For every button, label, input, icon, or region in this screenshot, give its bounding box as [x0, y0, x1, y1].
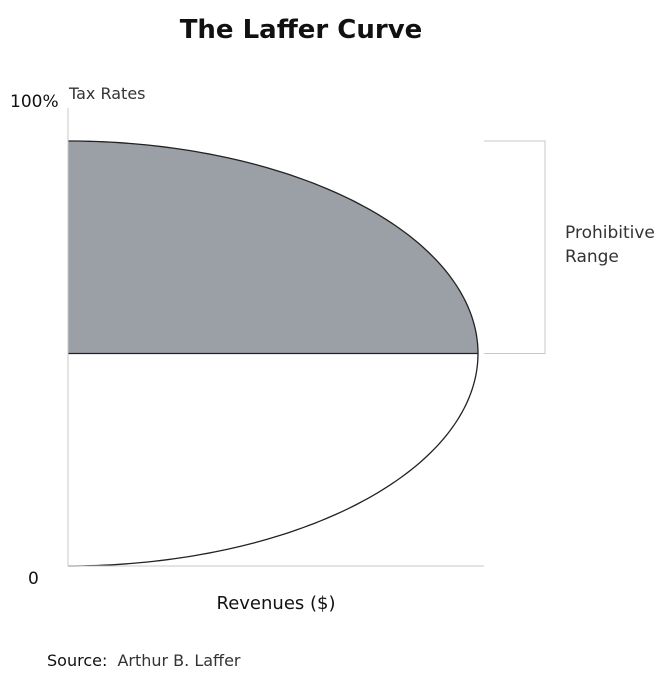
- annotation-line-1: Prohibitive: [565, 223, 655, 243]
- prohibitive-range-area: [68, 141, 478, 354]
- y-axis-label: Tax Rates: [68, 84, 146, 103]
- annotation-line-2: Range: [565, 247, 619, 267]
- prohibitive-range-bracket: [484, 140, 546, 354]
- plot-area: [67, 108, 546, 567]
- x-axis-label: Revenues ($): [217, 593, 336, 614]
- y-tick-bottom: 0: [28, 569, 39, 589]
- y-tick-top: 100%: [10, 92, 59, 112]
- curve-lower-half: [67, 353, 479, 567]
- curve-upper-half: [67, 140, 479, 354]
- chart-title: The Laffer Curve: [180, 15, 423, 45]
- source-label: Source:: [47, 651, 107, 670]
- source-value: Arthur B. Laffer: [117, 651, 240, 670]
- source-line: Source: Arthur B. Laffer: [47, 651, 241, 670]
